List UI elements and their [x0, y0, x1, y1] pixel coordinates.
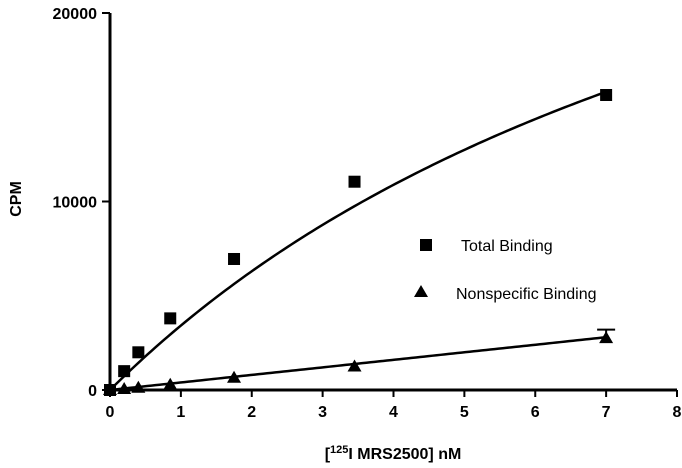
y-axis-title: CPM — [8, 181, 25, 217]
x-tick-label-0: 0 — [106, 404, 115, 421]
legend-triangle-icon — [414, 285, 428, 297]
axis-ticks: 0 1 2 3 4 5 6 7 8 0 10000 20000 — [53, 6, 682, 421]
x-axis-title: [125I MRS2500] nM — [325, 444, 462, 463]
x-tick-label-6: 6 — [531, 404, 540, 421]
point-nonspecific-3 — [163, 377, 178, 390]
y-tick-label-2: 20000 — [53, 6, 98, 23]
point-nonspecific-6 — [599, 331, 614, 344]
x-axis-title-suffix: I MRS2500] nM — [348, 446, 461, 463]
point-total-2 — [132, 346, 145, 359]
point-total-4 — [228, 252, 241, 265]
point-nonspecific-5 — [347, 359, 362, 372]
point-total-1 — [118, 365, 131, 378]
y-tick-label-1: 10000 — [53, 195, 98, 212]
legend-label-total: Total Binding — [461, 238, 553, 255]
x-tick-label-7: 7 — [602, 404, 611, 421]
point-total-3 — [164, 312, 177, 325]
point-nonspecific-4 — [227, 370, 242, 383]
x-tick-label-3: 3 — [318, 404, 327, 421]
x-axis-title-prefix: [ — [325, 446, 331, 463]
point-total-5 — [348, 175, 361, 188]
x-tick-label-5: 5 — [460, 404, 469, 421]
legend-label-nonspecific: Nonspecific Binding — [456, 286, 597, 303]
x-tick-label-8: 8 — [673, 404, 682, 421]
legend-square-icon — [420, 239, 432, 251]
x-tick-label-1: 1 — [176, 404, 185, 421]
x-axis-title-superscript: 125 — [330, 444, 348, 456]
point-total-6 — [600, 88, 613, 101]
x-tick-label-2: 2 — [247, 404, 256, 421]
legend: Total Binding Nonspecific Binding — [414, 238, 597, 303]
x-tick-label-4: 4 — [389, 404, 398, 421]
fit-curve-total — [109, 90, 607, 391]
fit-curve-nonspecific — [109, 335, 607, 392]
y-tick-label-0: 0 — [88, 383, 97, 400]
